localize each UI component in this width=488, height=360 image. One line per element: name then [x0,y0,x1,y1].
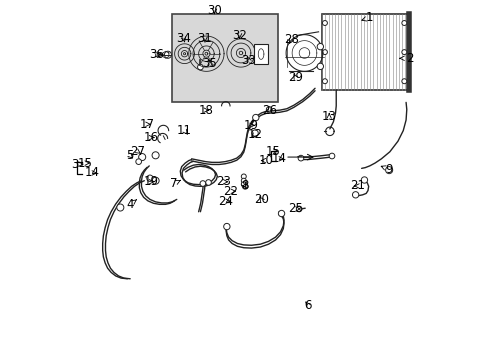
Text: 36: 36 [148,48,163,61]
Text: 6: 6 [304,299,311,312]
Text: 19: 19 [143,175,158,188]
Text: 13: 13 [321,110,336,123]
Text: 18: 18 [198,104,213,117]
Circle shape [385,167,392,174]
Text: 14: 14 [271,152,286,165]
Text: 10: 10 [258,154,272,167]
Circle shape [361,177,367,183]
Text: 15: 15 [265,145,280,158]
Text: 2: 2 [399,52,412,65]
Text: 27: 27 [130,145,145,158]
Circle shape [223,224,229,230]
Text: 22: 22 [223,185,238,198]
Text: 31: 31 [197,32,212,45]
Circle shape [146,175,153,181]
Circle shape [401,21,406,26]
Circle shape [317,63,323,69]
Circle shape [266,107,271,112]
Circle shape [241,182,246,187]
Text: 24: 24 [218,195,233,208]
Text: 9: 9 [381,163,392,176]
Circle shape [401,79,406,84]
Circle shape [241,181,247,187]
Text: 17: 17 [140,118,155,131]
Circle shape [322,21,327,26]
Circle shape [401,50,406,55]
Text: 12: 12 [247,128,262,141]
Text: 21: 21 [349,180,364,193]
Text: 20: 20 [253,193,268,206]
Circle shape [252,114,259,121]
Text: 28: 28 [284,33,298,46]
Circle shape [352,192,358,198]
Text: 30: 30 [207,4,222,17]
Text: 8: 8 [240,179,248,192]
Text: 5: 5 [126,149,133,162]
Circle shape [328,153,334,159]
Circle shape [296,206,302,212]
Circle shape [117,204,123,211]
Text: 11: 11 [177,124,192,137]
Text: 26: 26 [261,104,276,117]
Circle shape [322,50,327,55]
Text: 19: 19 [244,119,259,132]
Circle shape [322,79,327,84]
Circle shape [152,177,159,184]
Circle shape [205,180,211,185]
Circle shape [251,130,258,136]
Circle shape [152,152,159,159]
Text: 25: 25 [287,202,303,215]
Circle shape [136,159,141,165]
Circle shape [298,155,303,161]
Text: 4: 4 [126,198,136,211]
Circle shape [200,181,205,186]
Circle shape [278,210,284,217]
Text: 3: 3 [71,158,83,171]
Circle shape [317,44,323,50]
Text: 32: 32 [232,29,246,42]
Text: 1: 1 [361,11,373,24]
Bar [322,14,407,90]
Text: 29: 29 [287,71,303,84]
Circle shape [197,64,203,70]
Circle shape [164,51,171,58]
Text: 23: 23 [216,175,230,188]
Bar [172,14,278,102]
Circle shape [241,178,246,183]
Circle shape [139,154,145,161]
Bar [253,44,267,64]
Circle shape [241,174,246,179]
Text: 15: 15 [78,157,92,170]
Text: 33: 33 [241,54,256,67]
Text: 34: 34 [176,32,191,45]
Text: 16: 16 [143,131,158,144]
Circle shape [242,184,247,189]
Text: 7: 7 [170,177,180,190]
Text: 14: 14 [84,166,100,179]
Text: 35: 35 [202,57,217,70]
